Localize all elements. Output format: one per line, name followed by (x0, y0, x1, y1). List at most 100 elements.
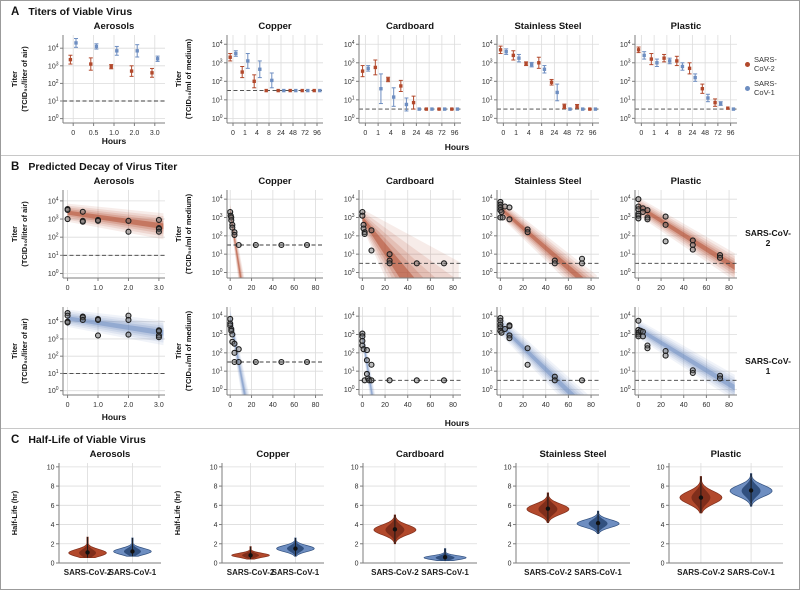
svg-text:Aerosols: Aerosols (90, 449, 131, 460)
svg-text:SARS-CoV-2: SARS-CoV-2 (371, 568, 419, 577)
svg-text:101: 101 (212, 95, 223, 104)
svg-text:Copper: Copper (258, 176, 292, 187)
svg-text:103: 103 (212, 58, 223, 67)
chart-a-aerosols: 100 101 102 103 104 0 0.5 1.0 2.0 3.0 Aerosols Tite… (7, 19, 171, 154)
svg-text:4: 4 (527, 130, 531, 137)
svg-text:104: 104 (482, 312, 493, 321)
svg-text:103: 103 (482, 213, 493, 222)
svg-text:0: 0 (636, 285, 640, 292)
svg-text:(TCID₅₀/ml of medium): (TCID₅₀/ml of medium) (184, 310, 193, 391)
svg-text:Stainless Steel: Stainless Steel (539, 449, 606, 460)
svg-text:8: 8 (678, 130, 682, 137)
panel-a-hours-label: Hours (444, 142, 470, 152)
svg-text:104: 104 (344, 40, 355, 49)
svg-text:72: 72 (714, 130, 722, 137)
svg-text:0: 0 (360, 285, 364, 292)
svg-text:96: 96 (727, 130, 735, 137)
legend-item-sars-cov-1: SARS-CoV-1 (745, 79, 793, 97)
row-label-sars-cov-1: SARS-CoV-1 (745, 355, 791, 376)
svg-text:100: 100 (212, 268, 223, 277)
svg-text:0: 0 (231, 130, 235, 137)
svg-text:60: 60 (565, 402, 573, 409)
svg-text:4: 4 (214, 522, 218, 529)
chart-b-cov1-cardboard: 100 101 102 103 104 0 20 40 60 80 (329, 301, 467, 428)
svg-text:0: 0 (639, 130, 643, 137)
panel-b-cov1-surface-group: 100 101 102 103 104 0 20 40 60 80 Titer (TCID₅₀/ml … (171, 301, 743, 428)
panel-c-charts: SARS-CoV-2 SARS-CoV-1 0 2 4 6 8 10 Aerosols Half-… (1, 447, 799, 588)
svg-text:2: 2 (355, 541, 359, 548)
svg-text:103: 103 (48, 334, 59, 343)
legend-label-sars-cov-2: SARS-CoV-2 (754, 55, 777, 73)
svg-text:104: 104 (482, 195, 493, 204)
svg-text:80: 80 (587, 402, 595, 409)
svg-text:1.0: 1.0 (93, 285, 103, 292)
svg-text:102: 102 (212, 231, 223, 240)
svg-text:20: 20 (519, 285, 527, 292)
svg-text:8: 8 (355, 484, 359, 491)
svg-text:4: 4 (355, 522, 359, 529)
svg-text:10: 10 (210, 464, 218, 471)
svg-text:80: 80 (725, 285, 733, 292)
svg-text:101: 101 (48, 97, 59, 106)
svg-text:20: 20 (519, 402, 527, 409)
svg-text:80: 80 (449, 402, 457, 409)
svg-text:103: 103 (620, 58, 631, 67)
svg-text:Half-Life (hr): Half-Life (hr) (173, 490, 182, 535)
svg-text:102: 102 (482, 231, 493, 240)
svg-text:104: 104 (212, 40, 223, 49)
svg-text:2: 2 (51, 541, 55, 548)
svg-text:102: 102 (48, 352, 59, 361)
legend-label-sars-cov-1: SARS-CoV-1 (754, 79, 777, 97)
svg-text:102: 102 (344, 348, 355, 357)
svg-text:Hours: Hours (102, 412, 127, 422)
svg-text:60: 60 (290, 285, 298, 292)
panel-b-hours-label: Hours (444, 418, 470, 428)
svg-text:60: 60 (565, 285, 573, 292)
svg-text:102: 102 (212, 77, 223, 86)
svg-text:6: 6 (355, 503, 359, 510)
svg-text:100: 100 (344, 114, 355, 123)
svg-text:1: 1 (514, 130, 518, 137)
svg-text:103: 103 (48, 61, 59, 70)
panel-a-titers: A Titers of Viable Virus 100 101 102 103 104… (1, 1, 799, 155)
svg-text:10: 10 (47, 464, 55, 471)
svg-text:96: 96 (451, 130, 459, 137)
legend-item-sars-cov-2: SARS-CoV-2 (745, 55, 793, 73)
svg-text:24: 24 (688, 130, 696, 137)
chart-c-plastic: SARS-CoV-2 SARS-CoV-1 0 2 4 6 8 10 Plastic (639, 447, 789, 588)
svg-text:101: 101 (344, 95, 355, 104)
svg-text:40: 40 (680, 285, 688, 292)
svg-text:4: 4 (661, 522, 665, 529)
row-label-sars-cov-2: SARS-CoV-2 (745, 227, 791, 248)
chart-b-cov2-plastic: 100 101 102 103 104 0 20 40 60 80 Plastic (605, 174, 743, 301)
svg-text:3.0: 3.0 (150, 130, 160, 137)
svg-text:40: 40 (542, 285, 550, 292)
svg-text:101: 101 (482, 367, 493, 376)
svg-text:0: 0 (214, 561, 218, 568)
svg-text:Titer: Titer (10, 226, 19, 242)
svg-text:103: 103 (212, 330, 223, 339)
svg-text:4: 4 (665, 130, 669, 137)
svg-text:0: 0 (355, 561, 359, 568)
svg-text:(TCID₅₀/liter of air): (TCID₅₀/liter of air) (20, 318, 29, 384)
svg-text:80: 80 (312, 402, 320, 409)
svg-text:SARS-CoV-2: SARS-CoV-2 (64, 568, 112, 577)
panel-b-row-sars-cov-1: 100 101 102 103 104 0 1.0 2.0 3.0 Titer (TCID₅₀/li… (1, 301, 799, 428)
svg-text:Titer: Titer (10, 71, 19, 87)
svg-text:0: 0 (71, 130, 75, 137)
svg-text:Aerosols: Aerosols (94, 21, 135, 32)
svg-text:60: 60 (290, 402, 298, 409)
svg-text:6: 6 (508, 503, 512, 510)
svg-text:Plastic: Plastic (671, 176, 702, 187)
svg-text:103: 103 (482, 330, 493, 339)
chart-b-cov1-copper: 100 101 102 103 104 0 20 40 60 80 Titer (TCID₅₀/ml … (171, 301, 329, 428)
svg-text:Copper: Copper (256, 449, 290, 460)
svg-text:60: 60 (703, 402, 711, 409)
svg-text:101: 101 (620, 250, 631, 259)
chart-b-cov1-stainless-steel: 100 101 102 103 104 0 20 40 60 80 (467, 301, 605, 428)
svg-text:8: 8 (267, 130, 271, 137)
svg-text:100: 100 (620, 268, 631, 277)
svg-text:24: 24 (277, 130, 285, 137)
svg-text:104: 104 (344, 312, 355, 321)
svg-text:0: 0 (360, 402, 364, 409)
